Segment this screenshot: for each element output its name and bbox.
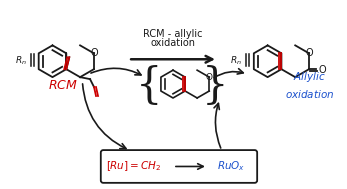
Text: $Allylic$
$oxidation$: $Allylic$ $oxidation$ — [285, 70, 334, 100]
Text: RCM - allylic: RCM - allylic — [143, 29, 203, 40]
Text: $R_n$: $R_n$ — [230, 54, 242, 67]
Text: {: { — [136, 65, 162, 107]
Text: $RCM$: $RCM$ — [48, 79, 77, 91]
Text: $R_n$: $R_n$ — [15, 54, 27, 67]
FancyBboxPatch shape — [101, 150, 257, 183]
Text: O: O — [319, 65, 327, 75]
Text: oxidation: oxidation — [151, 38, 195, 48]
Text: $[Ru]=CH_2$: $[Ru]=CH_2$ — [105, 160, 161, 173]
Text: }: } — [202, 65, 228, 107]
Text: O: O — [206, 73, 213, 82]
Text: O: O — [305, 48, 313, 58]
Text: $RuO_x$: $RuO_x$ — [217, 160, 245, 173]
Text: O: O — [90, 48, 98, 58]
